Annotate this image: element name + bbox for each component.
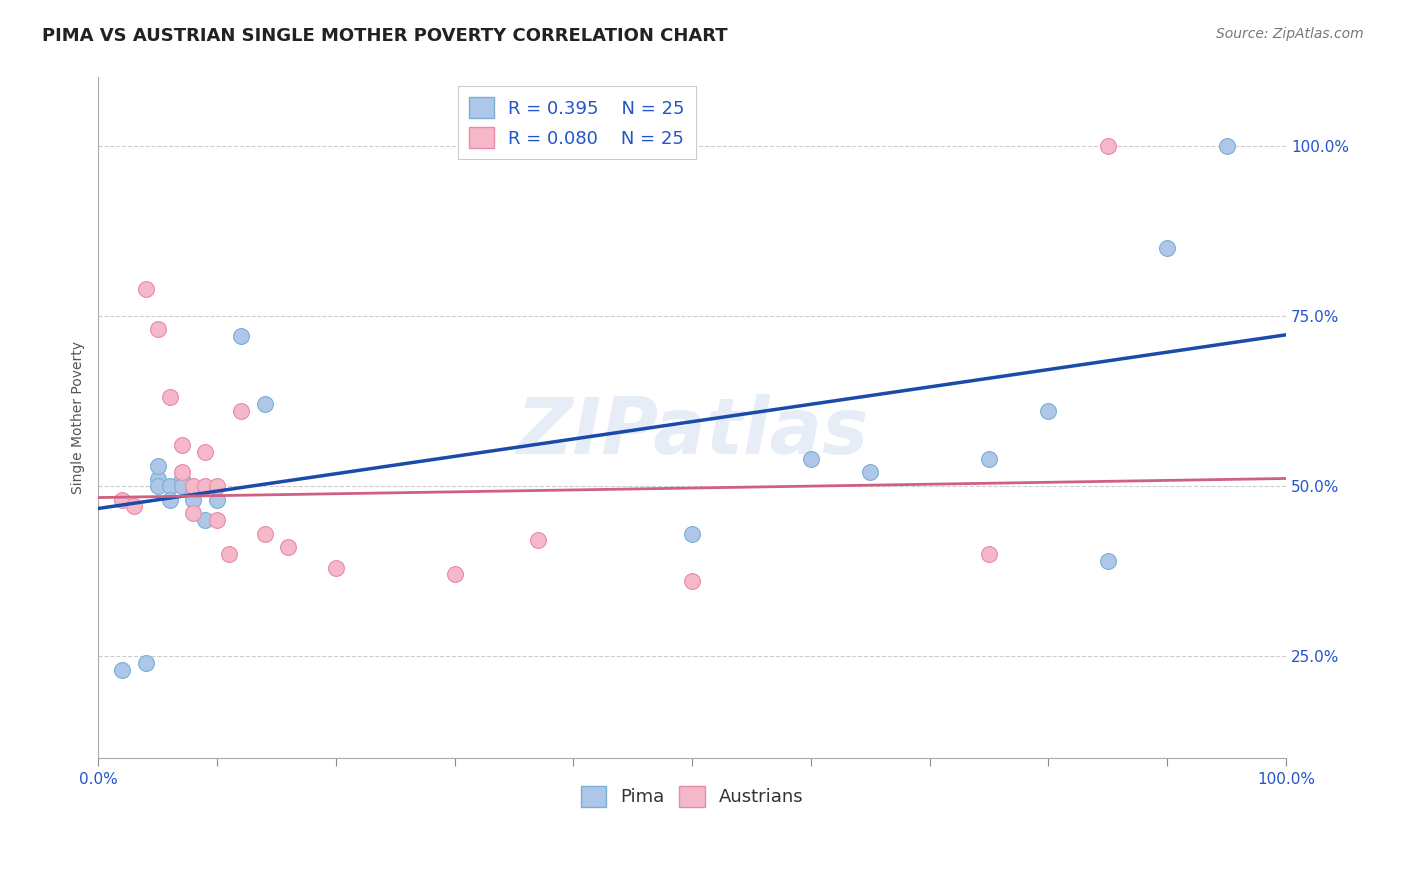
Point: [170, 472, 193, 486]
Point: [205, 513, 228, 527]
Point: [135, 281, 157, 295]
Point: [859, 466, 882, 480]
Point: [443, 567, 465, 582]
Point: [170, 466, 193, 480]
Point: [1097, 138, 1119, 153]
Point: [194, 479, 217, 493]
Point: [800, 451, 823, 466]
Text: ZIPatlas: ZIPatlas: [516, 393, 869, 469]
Point: [183, 506, 205, 520]
Point: [1097, 554, 1119, 568]
Text: Source: ZipAtlas.com: Source: ZipAtlas.com: [1216, 27, 1364, 41]
Point: [681, 574, 703, 589]
Point: [527, 533, 550, 548]
Point: [1038, 404, 1060, 418]
Point: [111, 492, 134, 507]
Point: [159, 479, 181, 493]
Point: [111, 663, 134, 677]
Point: [183, 492, 205, 507]
Point: [135, 656, 157, 670]
Point: [218, 547, 240, 561]
Point: [253, 397, 276, 411]
Point: [146, 458, 169, 473]
Point: [194, 445, 217, 459]
Point: [194, 513, 217, 527]
Point: [146, 322, 169, 336]
Point: [170, 479, 193, 493]
Point: [977, 547, 1000, 561]
Point: [229, 329, 252, 343]
Point: [253, 526, 276, 541]
Point: [205, 479, 228, 493]
Point: [122, 500, 145, 514]
Legend: Pima, Austrians: Pima, Austrians: [574, 779, 811, 814]
Point: [159, 391, 181, 405]
Text: PIMA VS AUSTRIAN SINGLE MOTHER POVERTY CORRELATION CHART: PIMA VS AUSTRIAN SINGLE MOTHER POVERTY C…: [42, 27, 728, 45]
Point: [183, 485, 205, 500]
Point: [170, 438, 193, 452]
Y-axis label: Single Mother Poverty: Single Mother Poverty: [72, 342, 86, 494]
Point: [146, 479, 169, 493]
Point: [681, 526, 703, 541]
Point: [1156, 241, 1178, 255]
Point: [146, 472, 169, 486]
Point: [977, 451, 1000, 466]
Point: [159, 492, 181, 507]
Point: [1215, 138, 1237, 153]
Point: [325, 560, 347, 574]
Point: [205, 492, 228, 507]
Point: [277, 541, 299, 555]
Point: [229, 404, 252, 418]
Point: [183, 479, 205, 493]
